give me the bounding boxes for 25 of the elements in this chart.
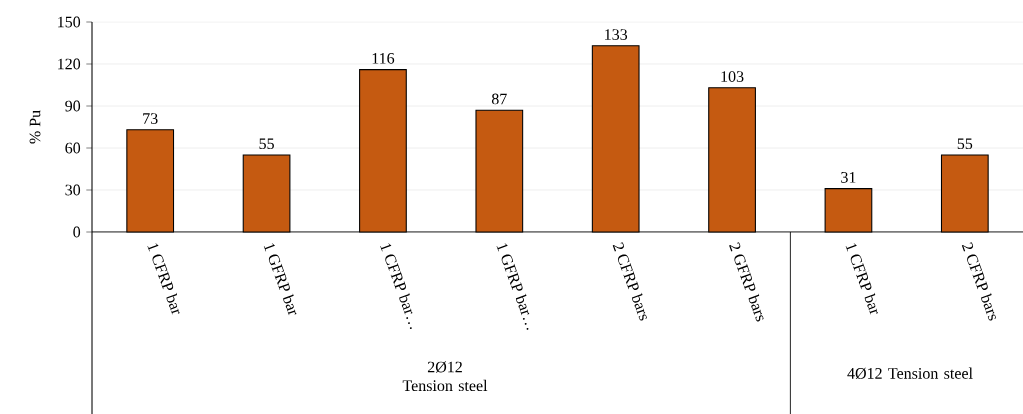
x-tick-label: 2 GFRP bars — [729, 242, 764, 322]
data-label: 31 — [841, 171, 856, 183]
text: 4Ø12 Tension steel — [847, 367, 973, 380]
y-tick-label: 120 — [58, 58, 81, 70]
y-tick-label: 0 — [73, 226, 81, 238]
y-axis-title: % Pu — [29, 110, 41, 144]
x-tick-label: 2 CFRP bars — [612, 242, 647, 321]
x-tick-label: 1 CFRP bar — [845, 243, 879, 315]
data-label: 55 — [259, 138, 274, 150]
x-tick-label: 1 GFRP bar… — [496, 243, 530, 330]
data-label: 73 — [143, 113, 158, 124]
data-label: 133 — [605, 29, 628, 40]
y-tick-label: 150 — [58, 16, 81, 28]
data-label: 116 — [372, 52, 395, 64]
x-tick-label: 1 GFRP bar — [263, 243, 297, 316]
data-label: 103 — [721, 71, 744, 82]
data-label: 87 — [491, 93, 507, 105]
x-tick-label: 1 CFRP bar — [147, 243, 180, 315]
y-tick-label: 90 — [65, 100, 81, 112]
data-label: 55 — [957, 138, 973, 150]
x-tick-label: 2 CFRP bars — [961, 242, 997, 321]
x-tick-label: 1 CFRP bar… — [380, 243, 413, 330]
y-tick-label: 60 — [65, 142, 81, 154]
text: 2Ø12 Tension steel — [402, 361, 488, 392]
y-tick-label: 30 — [65, 184, 81, 196]
